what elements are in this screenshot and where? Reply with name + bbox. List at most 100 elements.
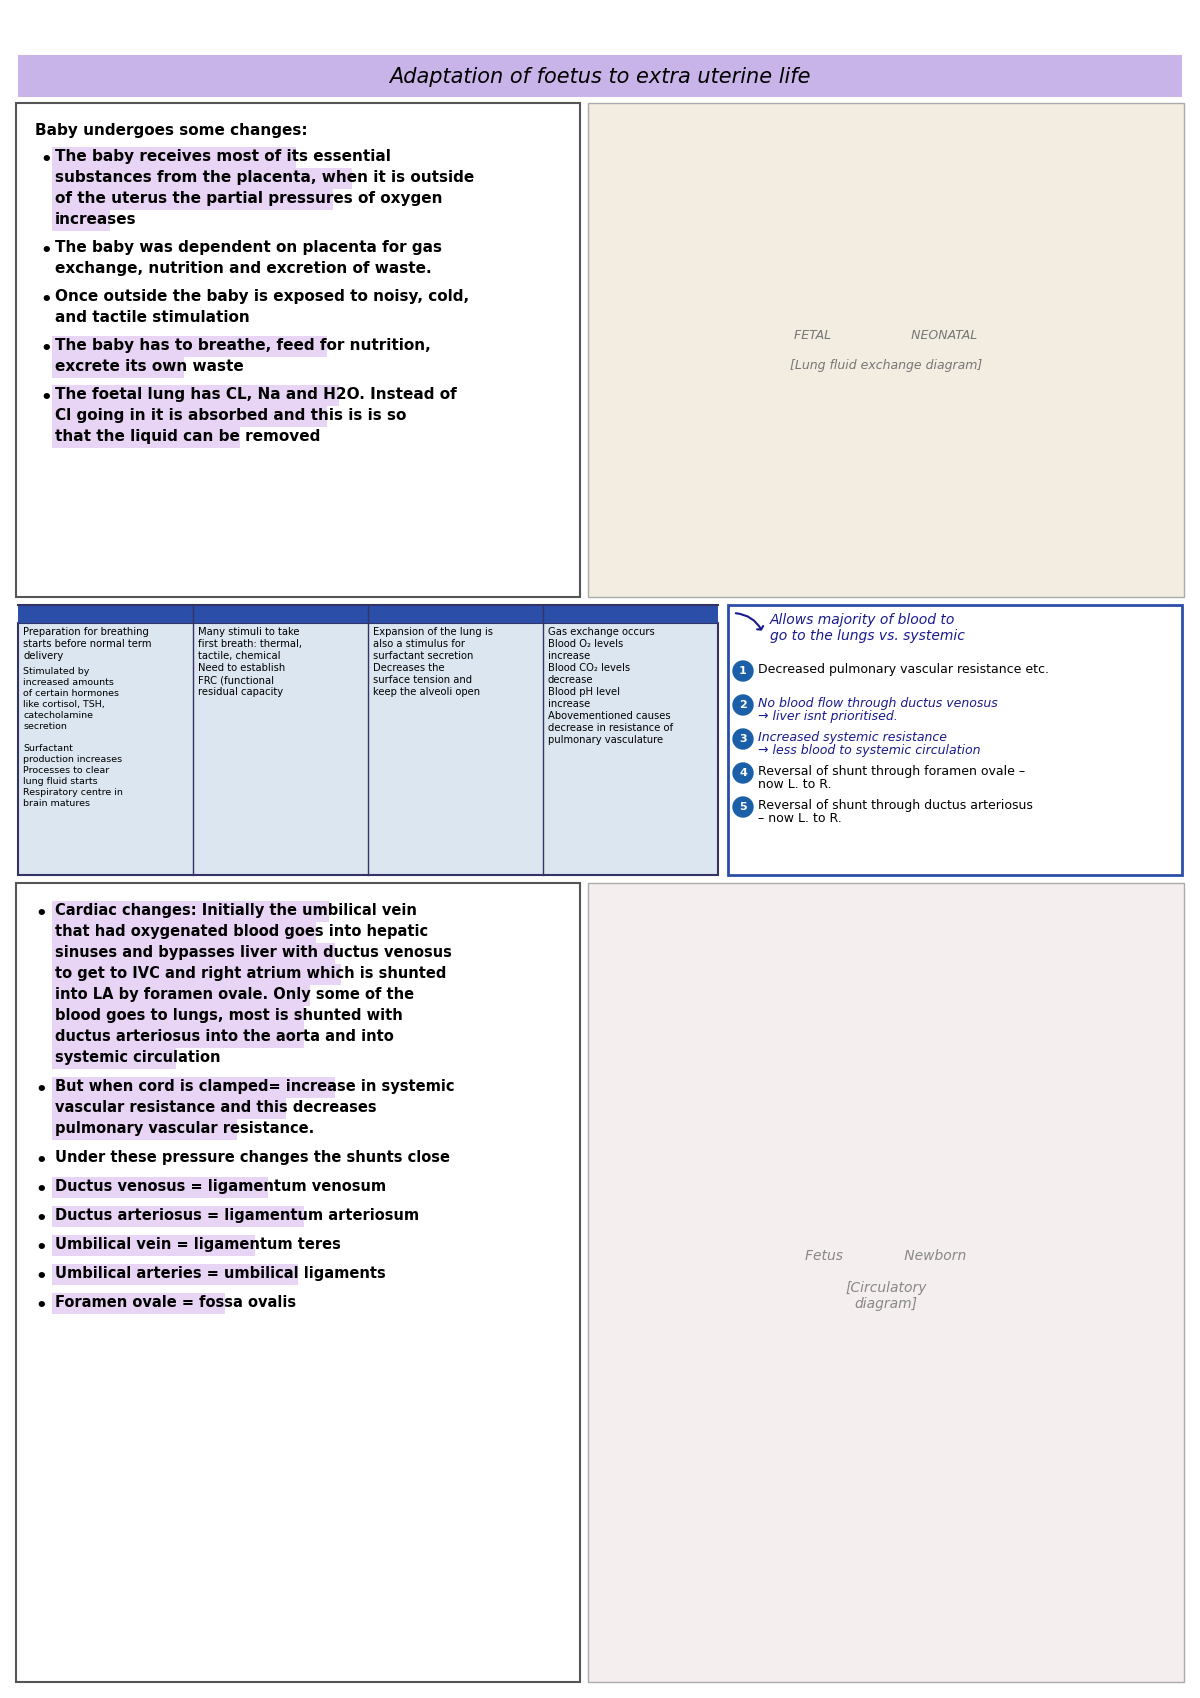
Text: production increases: production increases <box>23 756 122 764</box>
FancyBboxPatch shape <box>52 1005 304 1027</box>
Text: Adaptation of foetus to extra uterine life: Adaptation of foetus to extra uterine li… <box>389 66 811 87</box>
Text: •: • <box>40 151 52 170</box>
Text: decrease: decrease <box>548 676 594 684</box>
Text: secretion: secretion <box>23 722 67 732</box>
Text: •: • <box>35 1211 47 1228</box>
Text: Need to establish: Need to establish <box>198 662 286 672</box>
Text: Blood CO₂ levels: Blood CO₂ levels <box>548 662 630 672</box>
Text: Surfactant: Surfactant <box>23 744 73 752</box>
Text: FRC (functional: FRC (functional <box>198 676 274 684</box>
FancyBboxPatch shape <box>588 883 1184 1683</box>
Text: increased amounts: increased amounts <box>23 678 114 688</box>
Text: Decreases the: Decreases the <box>373 662 445 672</box>
FancyBboxPatch shape <box>16 883 580 1683</box>
FancyBboxPatch shape <box>52 168 352 188</box>
Text: Many stimuli to take: Many stimuli to take <box>198 627 300 637</box>
Text: sinuses and bypasses liver with ductus venosus: sinuses and bypasses liver with ductus v… <box>55 946 452 959</box>
Text: Stimulated by: Stimulated by <box>23 667 89 676</box>
Text: Under these pressure changes the shunts close: Under these pressure changes the shunts … <box>55 1150 450 1165</box>
Text: Baby undergoes some changes:: Baby undergoes some changes: <box>35 122 307 138</box>
Text: •: • <box>35 1182 47 1199</box>
Text: Ductus arteriosus = ligamentum arteriosum: Ductus arteriosus = ligamentum arteriosu… <box>55 1207 419 1223</box>
Text: increase: increase <box>548 700 590 710</box>
Text: → less blood to systemic circulation: → less blood to systemic circulation <box>758 744 980 757</box>
Text: •: • <box>40 389 52 408</box>
FancyBboxPatch shape <box>52 942 335 964</box>
Circle shape <box>733 762 754 783</box>
Circle shape <box>733 728 754 749</box>
FancyBboxPatch shape <box>52 188 334 211</box>
Text: The baby has to breathe, feed for nutrition,: The baby has to breathe, feed for nutrit… <box>55 338 431 353</box>
Text: Foramen ovale = fossa ovalis: Foramen ovale = fossa ovalis <box>55 1296 296 1309</box>
Text: •: • <box>35 1268 47 1285</box>
Text: 3: 3 <box>739 734 746 744</box>
Text: Increased systemic resistance: Increased systemic resistance <box>758 732 947 744</box>
FancyBboxPatch shape <box>52 406 326 426</box>
FancyBboxPatch shape <box>52 985 310 1005</box>
Text: Cl going in it is absorbed and this is is so: Cl going in it is absorbed and this is i… <box>55 408 407 423</box>
Circle shape <box>733 694 754 715</box>
Text: No blood flow through ductus venosus: No blood flow through ductus venosus <box>758 696 997 710</box>
Text: Allows majority of blood to
go to the lungs vs. systemic: Allows majority of blood to go to the lu… <box>770 613 965 644</box>
Text: now L. to R.: now L. to R. <box>758 778 832 791</box>
FancyBboxPatch shape <box>52 1027 304 1048</box>
Text: pulmonary vasculature: pulmonary vasculature <box>548 735 664 745</box>
Circle shape <box>733 661 754 681</box>
Text: tactile, chemical: tactile, chemical <box>198 650 281 661</box>
Text: •: • <box>40 243 52 260</box>
FancyBboxPatch shape <box>52 902 329 922</box>
Text: •: • <box>40 340 52 358</box>
Text: 5: 5 <box>739 801 746 812</box>
Text: 2: 2 <box>739 700 746 710</box>
Text: Processes to clear: Processes to clear <box>23 766 109 774</box>
Text: – now L. to R.: – now L. to R. <box>758 812 841 825</box>
Text: systemic circulation: systemic circulation <box>55 1049 221 1065</box>
FancyBboxPatch shape <box>728 604 1182 874</box>
Text: Fetus              Newborn

[Circulatory
diagram]: Fetus Newborn [Circulatory diagram] <box>805 1248 967 1311</box>
FancyBboxPatch shape <box>52 426 240 448</box>
FancyBboxPatch shape <box>52 922 317 942</box>
Text: Once outside the baby is exposed to noisy, cold,: Once outside the baby is exposed to nois… <box>55 289 469 304</box>
FancyBboxPatch shape <box>52 1234 256 1257</box>
Text: •: • <box>35 1151 47 1170</box>
Text: decrease in resistance of: decrease in resistance of <box>548 723 673 734</box>
FancyBboxPatch shape <box>52 211 110 231</box>
Text: •: • <box>35 1082 47 1099</box>
Text: and tactile stimulation: and tactile stimulation <box>55 311 250 324</box>
Text: Cardiac changes: Initially the umbilical vein: Cardiac changes: Initially the umbilical… <box>55 903 416 919</box>
Text: catecholamine: catecholamine <box>23 711 94 720</box>
Text: 4: 4 <box>739 767 746 778</box>
FancyBboxPatch shape <box>52 1292 224 1314</box>
Text: •: • <box>35 1240 47 1257</box>
Text: also a stimulus for: also a stimulus for <box>373 638 466 649</box>
Text: first breath: thermal,: first breath: thermal, <box>198 638 302 649</box>
FancyBboxPatch shape <box>52 148 296 168</box>
Text: of certain hormones: of certain hormones <box>23 689 119 698</box>
Text: brain matures: brain matures <box>23 800 90 808</box>
FancyBboxPatch shape <box>52 1077 335 1099</box>
Text: → liver isnt prioritised.: → liver isnt prioritised. <box>758 710 898 723</box>
FancyBboxPatch shape <box>52 1048 176 1070</box>
Text: Ductus venosus = ligamentum venosum: Ductus venosus = ligamentum venosum <box>55 1178 386 1194</box>
Text: •: • <box>40 290 52 309</box>
Text: substances from the placenta, when it is outside: substances from the placenta, when it is… <box>55 170 474 185</box>
Text: delivery: delivery <box>23 650 64 661</box>
Text: Reversal of shunt through foramen ovale –: Reversal of shunt through foramen ovale … <box>758 766 1025 778</box>
FancyBboxPatch shape <box>52 1206 304 1228</box>
Text: surface tension and: surface tension and <box>373 676 472 684</box>
Text: pulmonary vascular resistance.: pulmonary vascular resistance. <box>55 1121 314 1136</box>
Text: vascular resistance and this decreases: vascular resistance and this decreases <box>55 1100 377 1116</box>
Text: that the liquid can be removed: that the liquid can be removed <box>55 430 320 443</box>
FancyBboxPatch shape <box>52 1099 286 1119</box>
Text: Umbilical arteries = umbilical ligaments: Umbilical arteries = umbilical ligaments <box>55 1267 385 1280</box>
FancyBboxPatch shape <box>52 1177 268 1199</box>
Text: Decreased pulmonary vascular resistance etc.: Decreased pulmonary vascular resistance … <box>758 662 1049 676</box>
Text: Reversal of shunt through ductus arteriosus: Reversal of shunt through ductus arterio… <box>758 800 1033 812</box>
Text: •: • <box>35 905 47 924</box>
FancyBboxPatch shape <box>52 964 341 985</box>
Text: ductus arteriosus into the aorta and into: ductus arteriosus into the aorta and int… <box>55 1029 394 1044</box>
Text: like cortisol, TSH,: like cortisol, TSH, <box>23 700 104 710</box>
Text: lung fluid starts: lung fluid starts <box>23 778 97 786</box>
FancyBboxPatch shape <box>18 604 718 623</box>
Text: Blood O₂ levels: Blood O₂ levels <box>548 638 623 649</box>
